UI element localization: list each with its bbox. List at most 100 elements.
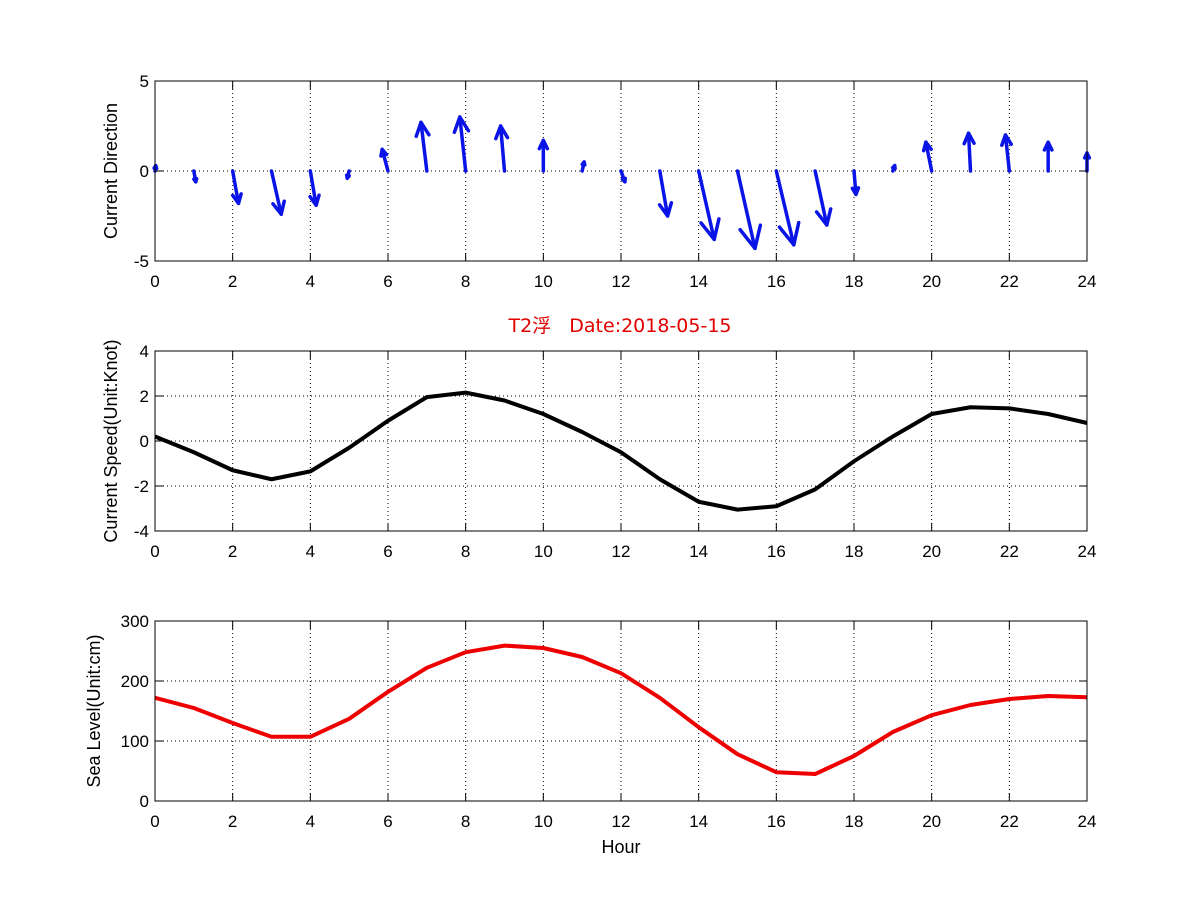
x-tick-label: 6	[383, 542, 392, 561]
arrow-shaft	[658, 169, 670, 218]
x-tick-label: 14	[689, 812, 708, 831]
y-tick-label: 300	[121, 612, 149, 631]
arrow-head	[699, 217, 721, 242]
x-tick-label: 20	[922, 542, 941, 561]
arrow-head	[738, 223, 763, 251]
x-tick-label: 8	[461, 812, 470, 831]
x-tick-label: 24	[1078, 542, 1097, 561]
x-tick-label: 14	[689, 272, 708, 291]
x-tick-label: 0	[150, 812, 159, 831]
direction-arrow	[580, 160, 587, 173]
x-tick-label: 18	[845, 542, 864, 561]
arrow-shaft	[696, 169, 716, 242]
direction-arrow	[850, 169, 861, 197]
direction-arrow	[1042, 140, 1054, 173]
direction-arrow	[657, 169, 674, 218]
x-tick-label: 16	[767, 542, 786, 561]
arrow-head	[414, 120, 431, 139]
x-tick-label: 8	[461, 272, 470, 291]
direction-arrow	[619, 169, 627, 184]
arrow-shaft	[419, 120, 429, 173]
direction-arrow	[962, 131, 976, 173]
x-tick-label: 22	[1000, 812, 1019, 831]
x-tick-label: 12	[612, 272, 631, 291]
arrow-head	[452, 115, 471, 135]
direction-arrow	[308, 169, 321, 207]
y-tick-label: 0	[140, 792, 149, 811]
arrow-head	[620, 176, 627, 184]
x-tick-label: 2	[228, 272, 237, 291]
direction-arrow	[269, 169, 286, 216]
arrow-head	[344, 173, 351, 180]
arrow-head	[1000, 133, 1013, 147]
arrow-shaft	[498, 124, 507, 173]
x-tick-label: 6	[383, 812, 392, 831]
y-tick-label: 5	[140, 72, 149, 91]
x-tick-label: 0	[150, 542, 159, 561]
direction-arrow	[344, 169, 351, 180]
y-axis-label: Sea Level(Unit:cm)	[84, 634, 104, 787]
y-tick-label: -4	[134, 522, 149, 541]
direction-arrow	[1000, 133, 1013, 173]
x-tick-label: 12	[612, 542, 631, 561]
x-tick-label: 22	[1000, 542, 1019, 561]
arrow-head	[537, 138, 550, 151]
x-tick-label: 4	[306, 272, 315, 291]
arrow-head	[1042, 140, 1054, 152]
direction-arrow	[452, 115, 471, 173]
x-tick-label: 8	[461, 542, 470, 561]
direction-arrow	[230, 169, 243, 206]
y-tick-label: 200	[121, 672, 149, 691]
arrow-head	[814, 207, 833, 227]
x-tick-label: 16	[767, 812, 786, 831]
x-tick-label: 6	[383, 272, 392, 291]
arrow-head	[230, 192, 243, 206]
y-tick-label: -2	[134, 477, 149, 496]
arrow-shaft	[458, 115, 468, 173]
arrow-head	[192, 176, 199, 184]
y-axis-label: Current Speed(Unit:Knot)	[101, 339, 121, 542]
x-tick-label: 24	[1078, 272, 1097, 291]
y-tick-label: 4	[140, 342, 149, 361]
x-tick-label: 0	[150, 272, 159, 291]
x-tick-label: 22	[1000, 272, 1019, 291]
x-tick-label: 10	[534, 812, 553, 831]
arrow-shaft	[966, 131, 973, 173]
x-tick-label: 16	[767, 272, 786, 291]
x-tick-label: 2	[228, 542, 237, 561]
direction-arrow	[890, 163, 897, 173]
arrow-head	[657, 201, 674, 218]
direction-arrow	[813, 169, 833, 227]
direction-arrow	[696, 169, 721, 242]
arrow-head	[890, 163, 897, 171]
direction-arrow	[735, 169, 763, 251]
x-axis-label: Hour	[601, 837, 640, 857]
arrow-shaft	[813, 169, 829, 227]
direction-arrow	[379, 147, 390, 173]
direction-arrow	[537, 138, 550, 173]
arrow-shaft	[308, 169, 318, 207]
arrow-shaft	[735, 169, 757, 251]
x-tick-label: 18	[845, 272, 864, 291]
arrow-shaft	[1003, 133, 1012, 173]
direction-arrow	[921, 140, 934, 173]
x-tick-label: 20	[922, 272, 941, 291]
arrow-head	[921, 140, 933, 153]
x-tick-label: 20	[922, 812, 941, 831]
x-tick-label: 4	[306, 542, 315, 561]
x-tick-label: 14	[689, 542, 708, 561]
arrow-head	[962, 131, 976, 146]
direction-arrow	[494, 124, 510, 173]
x-tick-label: 12	[612, 812, 631, 831]
arrow-head	[777, 220, 801, 247]
y-tick-label: 0	[140, 162, 149, 181]
x-tick-label: 2	[228, 812, 237, 831]
arrow-head	[580, 160, 587, 167]
x-tick-label: 10	[534, 542, 553, 561]
chart-title: T2浮 Date:2018-05-15	[507, 315, 731, 337]
x-tick-label: 24	[1078, 812, 1097, 831]
